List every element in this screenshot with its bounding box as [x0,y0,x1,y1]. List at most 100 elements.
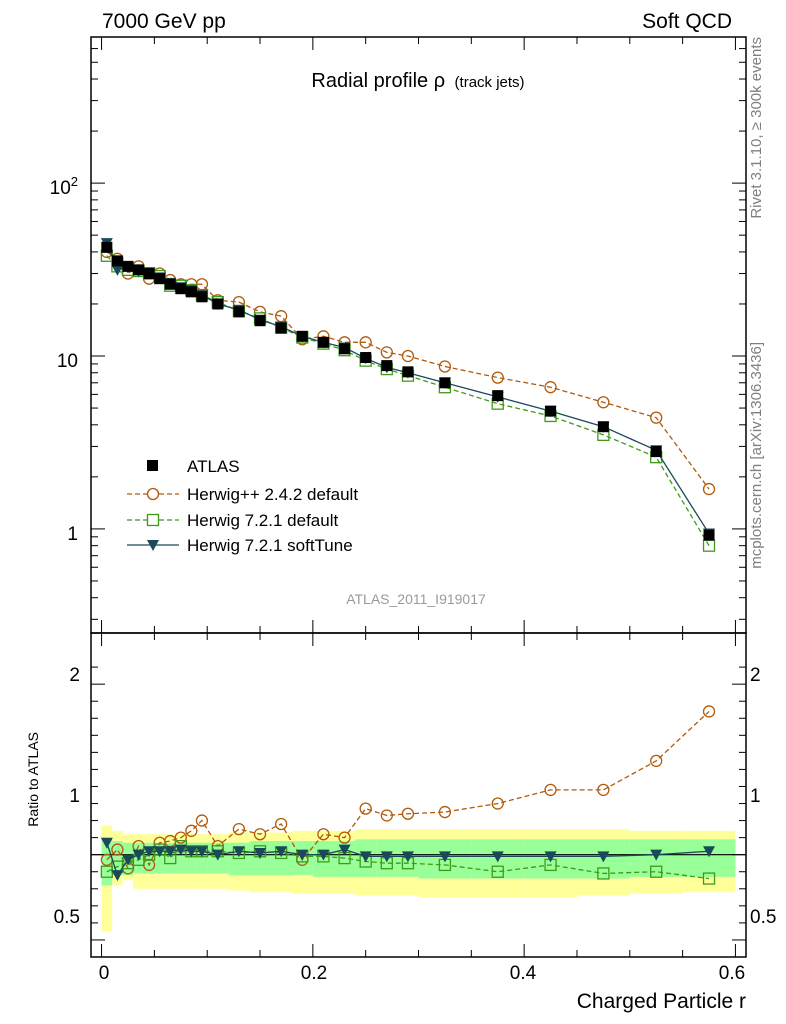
ratio-point-herwig-2-4-2-default-24 [650,754,663,768]
ratio-point-herwig-7-2-1-softtune-13 [275,846,288,858]
band-green-6 [164,842,176,874]
main-point-atlas-9 [196,291,208,303]
x-tick-label-1: 0.2 [301,963,327,984]
band-green-0 [101,837,113,886]
header-energy-label: 7000 GeV pp [102,10,226,33]
ratio-point-herwig-7-2-1-softtune-2 [121,854,134,866]
main-point-herwig-2-4-2-default-19 [401,349,415,363]
main-point-atlas-0 [101,241,113,253]
ratio-point-herwig-2-4-2-default-21 [491,797,504,810]
ratio-point-herwig-7-2-1-softtune-7 [174,844,187,856]
main-point-herwig-2-4-2-default-22 [544,381,557,394]
legend-marker-herwig7-default [146,513,160,527]
axis-ticks [91,36,746,957]
main-point-atlas-18 [381,360,393,372]
ratio-point-herwig-7-2-1-softtune-0 [100,837,113,849]
ratio-point-herwig-7-2-1-softtune-6 [164,846,177,858]
ratio-point-herwig-2-4-2-default-6 [164,834,177,848]
rivet-version-label: Rivet 3.1.10, ≥ 300k events [748,37,765,219]
main-point-herwig-2-4-2-default-23 [597,396,610,409]
y-ratio-tick-label-2: 2 [69,665,80,686]
main-point-atlas-17 [360,352,372,364]
ratio-point-herwig-7-2-1-softtune-14 [296,849,309,861]
main-point-herwig-2-4-2-default-24 [650,411,663,424]
legend-marker-atlas [147,460,158,471]
ratio-point-herwig-7-2-1-softtune-1 [111,870,124,882]
ratio-point-herwig-7-2-1-softtune-8 [185,846,198,858]
x-axis-label: Charged Particle r [577,990,746,1013]
ratio-point-herwig-2-4-2-default-13 [275,817,288,831]
ratio-line-herwig-2-4-2-default [106,710,710,870]
legend-item-herwigpp-default: Herwig++ 2.4.2 default [127,485,358,504]
main-point-atlas-22 [545,405,557,417]
ratio-point-herwig-7-2-1-softtune-16 [338,844,351,856]
mcplots-reference-label: mcplots.cern.ch [arXiv:1306.3436] [748,342,765,569]
y-main-tick-label-100: 102 [50,174,78,199]
band-green-7 [175,842,187,874]
main-point-atlas-6 [164,278,176,290]
ratio-point-herwig-2-4-2-default-9 [195,814,209,827]
main-point-atlas-14 [296,330,308,342]
ratio-point-herwig-2-4-2-default-23 [597,783,610,797]
ratio-point-herwig-2-4-2-default-15 [317,828,330,841]
ratio-point-herwig-7-2-1-softtune-11 [232,846,245,858]
y-ratio-tick-label-1-right: 1 [750,786,761,807]
main-point-atlas-19 [402,366,414,378]
legend-item-herwig7-softtune: Herwig 7.2.1 softTune [127,536,353,555]
legend-item-atlas: ATLAS [147,457,240,476]
y-ratio-tick-label-0-5: 0.5 [54,907,80,928]
legend-label-atlas: ATLAS [187,457,240,476]
y-ratio-tick-label-0-5-right: 0.5 [750,907,776,928]
y-main-tick-label-1: 1 [67,524,78,545]
y-ratio-tick-label-1: 1 [69,786,80,807]
ratio-point-herwig-2-4-2-default-1 [111,843,124,856]
legend-marker-herwig7-softtune [147,540,159,551]
main-point-atlas-23 [597,421,609,433]
legend-marker-herwigpp-default [146,487,160,501]
ratio-point-herwig-7-2-1-softtune-17 [359,851,372,863]
band-green-5 [154,842,165,874]
ratio-plot-series [100,705,716,885]
ratio-point-herwig-2-4-2-default-20 [438,805,452,819]
ratio-point-herwig-7-2-1-softtune-21 [491,851,504,863]
main-point-atlas-4 [143,268,155,280]
main-point-atlas-10 [212,298,224,310]
ratio-point-herwig-2-4-2-default-19 [401,807,415,820]
y-axis-ratio-label: Ratio to ATLAS [25,732,41,827]
ratio-point-herwig-2-4-2-default-16 [338,831,351,844]
main-point-herwig-2-4-2-default-18 [380,346,393,359]
legend-label-herwigpp-default: Herwig++ 2.4.2 default [187,485,358,504]
chart-title-main: Radial profile ρ [311,70,445,92]
ratio-point-herwig-7-2-1-softtune-3 [132,849,145,861]
band-green-1 [112,841,123,876]
main-point-atlas-1 [111,255,123,267]
ratio-point-herwig-7-2-1-softtune-23 [597,851,610,863]
main-point-atlas-16 [339,343,351,355]
ratio-point-herwig-7-2-1-softtune-24 [650,849,663,861]
main-point-herwig-2-4-2-default-20 [438,360,452,373]
ratio-point-herwig-2-4-2-default-4 [142,858,156,872]
ratio-point-herwig-7-2-1-softtune-4 [143,846,156,858]
main-point-atlas-12 [254,315,266,327]
ratio-point-herwig-2-4-2-default-8 [185,824,198,837]
main-plot-series [100,238,716,552]
main-point-atlas-21 [492,390,504,402]
main-point-herwig-2-4-2-default-13 [275,310,288,323]
main-point-atlas-20 [439,377,451,389]
ratio-plot-frame [90,632,747,958]
main-point-atlas-8 [185,286,197,298]
main-point-herwig-2-4-2-default-17 [359,336,372,349]
main-point-herwig-7-2-1-softtune-1 [111,264,124,276]
x-tick-label-0: 0 [99,963,110,984]
chart-title-sub: (track jets) [455,74,525,91]
main-point-atlas-24 [650,446,662,458]
x-tick-label-3: 0.6 [719,963,745,984]
ratio-point-herwig-2-4-2-default-17 [359,802,372,815]
main-point-atlas-13 [275,322,287,334]
ratio-point-herwig-7-2-1-softtune-22 [544,851,557,863]
ratio-point-herwig-7-2-1-default-23 [597,867,610,880]
tick-labels: 0 0.2 0.4 0.6 1 10 102 0.5 1 2 0.5 1 2 [50,174,777,984]
band-green-16 [333,841,356,877]
main-point-atlas-11 [233,306,245,318]
